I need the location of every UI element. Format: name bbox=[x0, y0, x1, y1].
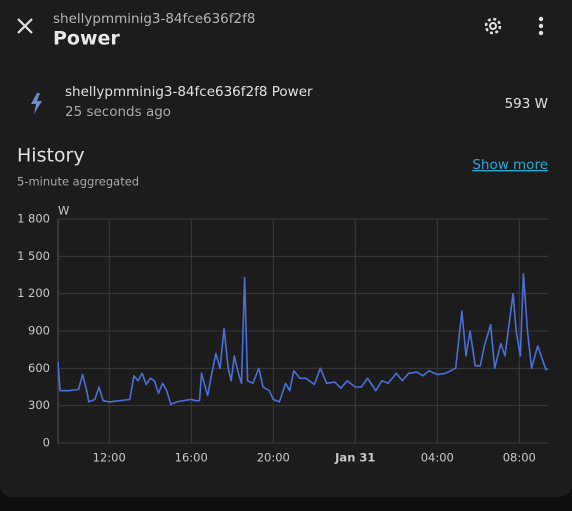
entity-icon bbox=[31, 93, 42, 114]
y-tick-label: 0 bbox=[43, 436, 50, 450]
y-tick-label: 900 bbox=[28, 324, 50, 338]
header-title: Power bbox=[53, 28, 120, 50]
x-tick-label: 12:00 bbox=[93, 451, 126, 465]
y-tick-label: 300 bbox=[28, 398, 50, 412]
menu-button[interactable] bbox=[538, 16, 544, 36]
x-tick-label: 20:00 bbox=[257, 451, 290, 465]
y-tick-label: 1 800 bbox=[17, 212, 50, 226]
history-subtitle: 5-minute aggregated bbox=[17, 175, 139, 189]
entity-last-changed: 25 seconds ago bbox=[65, 104, 171, 120]
dialog-surface bbox=[0, 0, 572, 497]
x-tick-label: 04:00 bbox=[421, 451, 454, 465]
settings-button[interactable] bbox=[484, 17, 502, 35]
x-tick-label: 16:00 bbox=[175, 451, 208, 465]
header-subtitle: shellypmminig3-84fce636f2f8 bbox=[53, 11, 255, 27]
entity-state: 593 W bbox=[505, 96, 548, 112]
entity-name: shellypmminig3-84fce636f2f8 Power bbox=[65, 84, 313, 100]
y-unit: W bbox=[58, 204, 69, 218]
y-tick-label: 1 200 bbox=[17, 286, 50, 300]
show-more-link[interactable]: Show more bbox=[472, 157, 548, 173]
x-tick-label: Jan 31 bbox=[334, 451, 375, 465]
x-tick-label: 08:00 bbox=[503, 451, 536, 465]
close-button[interactable] bbox=[17, 18, 33, 34]
history-title: History bbox=[17, 145, 85, 167]
y-tick-label: 600 bbox=[28, 361, 50, 375]
y-tick-label: 1 500 bbox=[17, 249, 50, 263]
power-line bbox=[57, 273, 549, 406]
